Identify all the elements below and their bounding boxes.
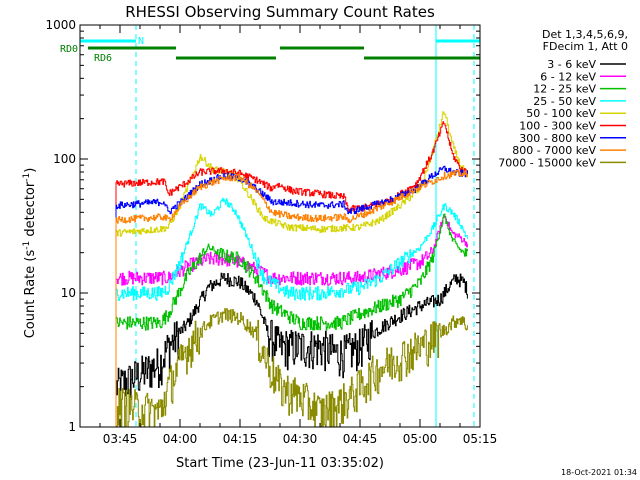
x-tick-label: 04:45 xyxy=(343,432,378,446)
x-tick-label: 03:45 xyxy=(103,432,138,446)
marker-label-n: N xyxy=(138,36,144,47)
y-tick-label: 10 xyxy=(61,286,76,300)
series-line-9 xyxy=(115,308,468,428)
series-line-1 xyxy=(115,272,468,427)
legend: Det 1,3,4,5,6,9,FDecim 1, Att 0 3 - 6 keV… xyxy=(498,28,628,169)
y-axis-label-sup1: -1 xyxy=(22,241,32,250)
y-tick-label: 1 xyxy=(68,420,76,434)
chart-title: RHESSI Observing Summary Count Rates xyxy=(125,3,435,21)
y-axis-label-sup2: -1 xyxy=(22,173,32,182)
legend-entry-label: 12 - 25 keV xyxy=(533,83,596,96)
x-tick-label: 04:30 xyxy=(283,432,318,446)
series-line-4 xyxy=(115,197,468,427)
legend-header-line: FDecim 1, Att 0 xyxy=(543,40,628,53)
legend-entry-label: 7000 - 15000 keV xyxy=(498,156,596,169)
x-axis-label: Start Time (23-Jun-11 03:35:02) xyxy=(176,456,384,471)
svg-text:Count Rate (s-1 detector-1): Count Rate (s-1 detector-1) xyxy=(22,168,38,339)
series-line-8 xyxy=(115,169,468,427)
y-axis-label-main: Count Rate (s xyxy=(23,250,38,339)
legend-entry-label: 100 - 300 keV xyxy=(519,120,596,133)
series-line-7 xyxy=(115,165,468,427)
series-layer xyxy=(115,111,468,428)
series-line-5 xyxy=(115,111,468,427)
legend-entry-label: 6 - 12 keV xyxy=(540,70,596,83)
series-line-3 xyxy=(115,213,468,427)
x-tick-label: 04:15 xyxy=(223,432,258,446)
y-axis-label-end: ) xyxy=(23,168,38,173)
axes-layer: 1 10 100 1000 03:45 04:00 04:15 04:30 04:45 05:00… xyxy=(45,18,497,446)
markers-layer: RD0 RD6 N xyxy=(60,25,480,427)
marker-label-rd0: RD0 xyxy=(60,44,78,55)
legend-entry-label: 300 - 800 keV xyxy=(519,132,596,145)
x-tick-label: 05:15 xyxy=(463,432,498,446)
legend-entry-label: 3 - 6 keV xyxy=(547,58,596,71)
y-axis-label-mid: detector xyxy=(23,181,38,241)
x-tick-label: 04:00 xyxy=(163,432,198,446)
y-tick-label: 100 xyxy=(53,152,76,166)
y-tick-label: 1000 xyxy=(45,18,76,32)
x-tick-label: 05:00 xyxy=(403,432,438,446)
y-axis-label: Count Rate (s-1 detector-1) xyxy=(22,168,38,339)
footer-timestamp: 18-Oct-2021 01:34 xyxy=(561,468,637,477)
legend-header-line: Det 1,3,4,5,6,9, xyxy=(542,28,628,41)
legend-entry-label: 25 - 50 keV xyxy=(533,95,596,108)
marker-label-rd6: RD6 xyxy=(94,53,112,64)
legend-entry-label: 800 - 7000 keV xyxy=(512,144,596,157)
legend-entry-label: 50 - 100 keV xyxy=(526,107,596,120)
